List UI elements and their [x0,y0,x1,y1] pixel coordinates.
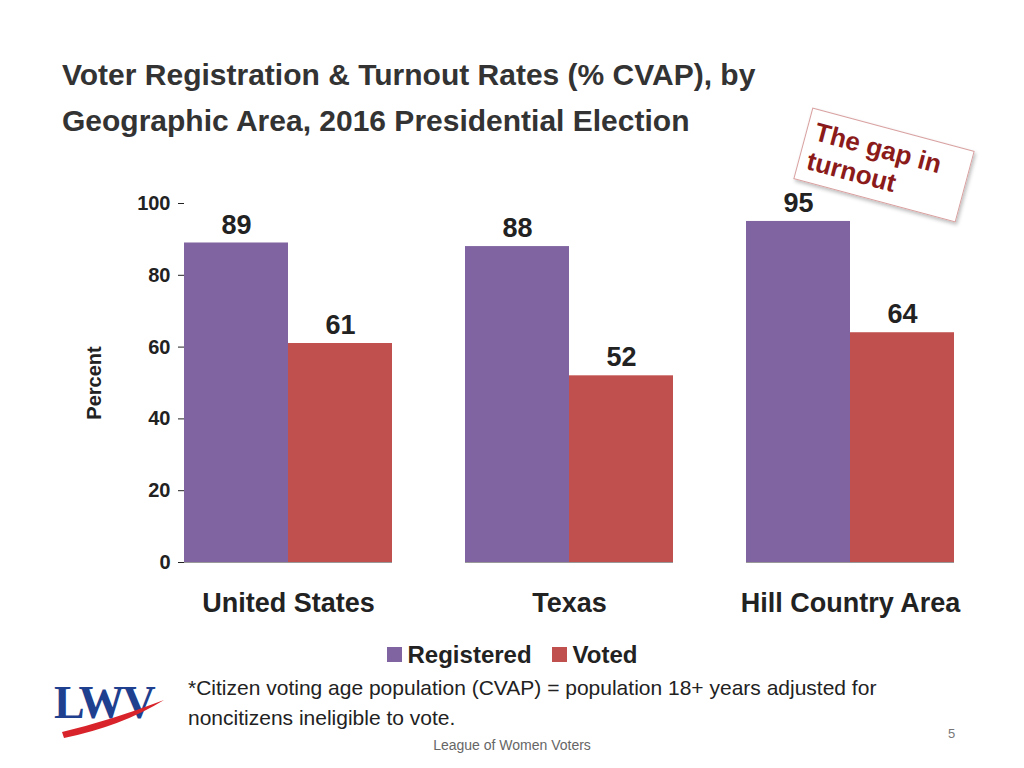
svg-text:61: 61 [325,310,355,340]
svg-text:0: 0 [159,551,170,573]
svg-text:40: 40 [148,407,170,429]
svg-text:20: 20 [148,479,170,501]
svg-text:Percent: Percent [83,346,105,420]
html-text:The gap in turnout: The gap in turnout [803,116,945,199]
html-text:League of Women Voters: League of Women Voters [433,737,591,753]
svg-text:100: 100 [137,192,170,214]
svg-text:United States: United States [202,588,375,618]
html-text:Voter Registration & Turnout R: Voter Registration & Turnout Rates (% CV… [62,58,756,137]
html-text:Registered: Registered [407,641,532,668]
html-text:LWV: LWV [54,677,154,728]
svg-text:80: 80 [148,264,170,286]
html-text:Voted: Voted [572,641,638,668]
svg-text:Texas: Texas [532,588,607,618]
svg-text:52: 52 [606,342,636,372]
html-text:5: 5 [948,726,956,741]
svg-text:64: 64 [887,299,917,329]
svg-text:89: 89 [221,210,251,240]
html-text:*Citizen voting age population: *Citizen voting age population (CVAP) = … [188,676,877,729]
svg-text:88: 88 [502,213,532,243]
svg-text:Hill Country Area: Hill Country Area [741,588,962,618]
svg-text:60: 60 [148,336,170,358]
svg-text:95: 95 [783,188,813,218]
